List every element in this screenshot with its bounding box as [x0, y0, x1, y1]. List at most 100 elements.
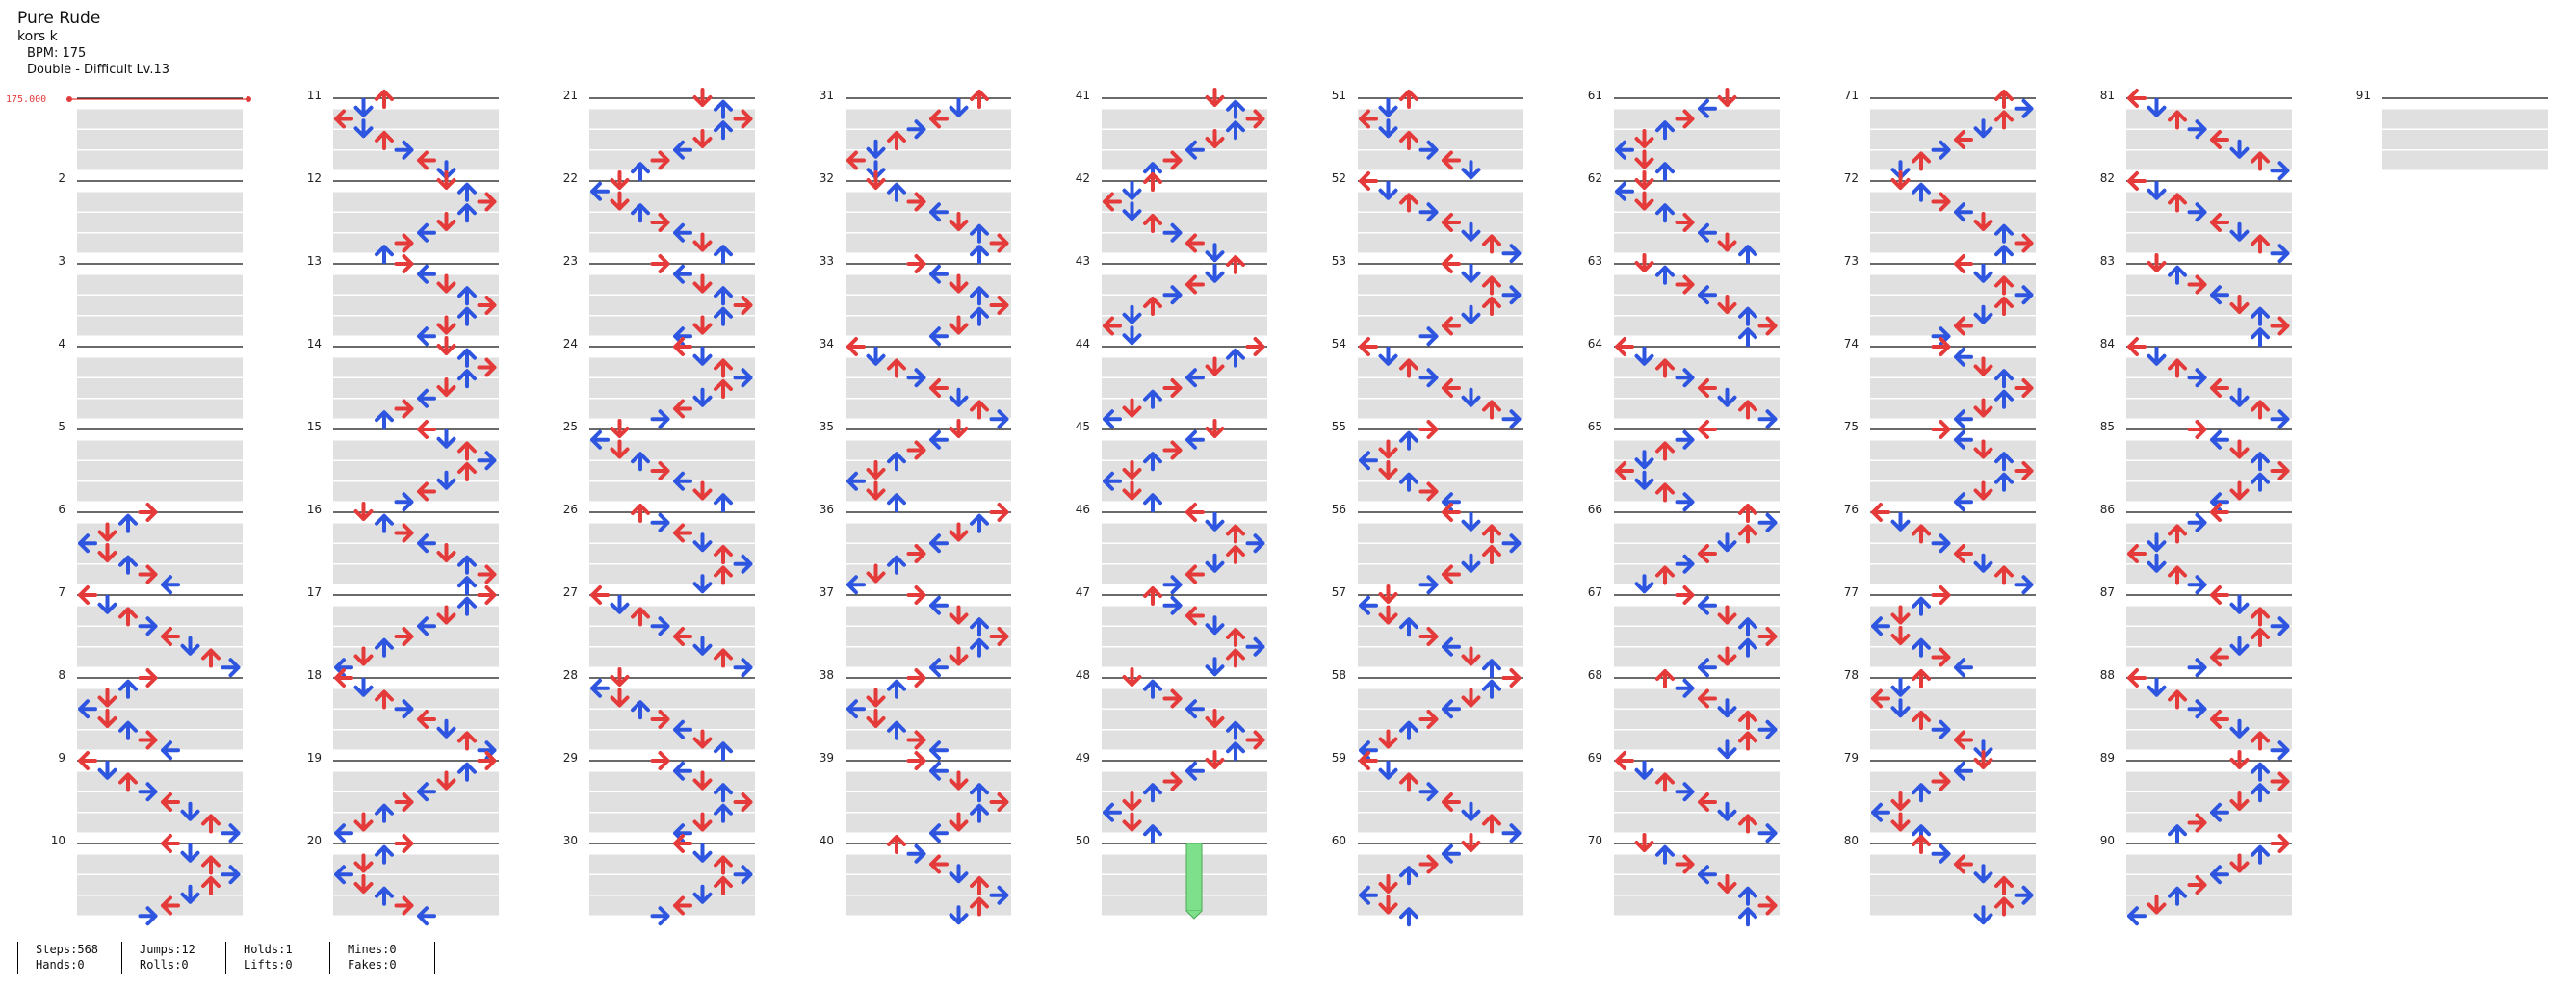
step-arrow: [1973, 356, 1993, 376]
arrow-shape: [1378, 439, 1398, 459]
arrow-shape: [417, 481, 436, 502]
beat-band: [333, 109, 499, 129]
beat-band: [846, 544, 1011, 563]
step-arrow: [1442, 316, 1461, 336]
step-arrow: [692, 884, 713, 904]
step-arrow: [866, 563, 886, 584]
step-arrow: [353, 646, 374, 666]
step-arrow: [118, 607, 138, 627]
arrow-shape: [1359, 595, 1378, 615]
step-arrow: [631, 504, 650, 523]
measure-number: 90: [2100, 834, 2115, 847]
step-arrow: [1973, 118, 1993, 139]
beat-band: [846, 130, 1011, 149]
arrow-shape: [949, 646, 969, 666]
arrow-shape: [1994, 90, 2014, 109]
arrow-shape: [1931, 843, 1951, 864]
step-arrow: [2147, 346, 2167, 366]
step-arrow: [1634, 470, 1654, 490]
arrow-shape: [1418, 368, 1439, 388]
holds-count: Holds:1: [244, 943, 293, 956]
beat-band: [333, 627, 499, 646]
step-arrow: [436, 770, 456, 791]
arrow-shape: [714, 245, 733, 265]
step-arrow: [929, 429, 949, 450]
arrow-shape: [949, 605, 969, 625]
step-arrow: [1226, 720, 1245, 740]
arrow-shape: [1482, 814, 1501, 834]
arrow-shape: [1757, 895, 1778, 916]
step-arrow: [887, 555, 906, 575]
arrow-shape: [949, 273, 969, 294]
step-arrow: [1162, 285, 1183, 305]
arrow-shape: [906, 751, 926, 770]
arrow-shape: [610, 594, 630, 614]
step-arrow: [2187, 274, 2207, 295]
arrow-shape: [1738, 814, 1757, 834]
step-arrow: [714, 855, 733, 875]
beat-band: [2126, 233, 2292, 253]
step-arrow: [866, 460, 886, 480]
arrow-shape: [2270, 244, 2290, 264]
step-arrow: [1245, 337, 1265, 356]
step-arrow: [970, 286, 989, 306]
arrow-shape: [1245, 533, 1265, 554]
arrow-shape: [2270, 834, 2290, 853]
measure-number: 44: [1076, 337, 1090, 350]
arrow-shape: [1675, 274, 1695, 295]
beat-band: [333, 213, 499, 232]
arrow-shape: [2229, 139, 2250, 159]
arrow-shape: [138, 616, 158, 636]
arrow-shape: [590, 678, 610, 698]
step-arrow: [650, 906, 670, 926]
measure-number: 51: [1332, 89, 1346, 102]
arrow-shape: [436, 315, 456, 335]
arrow-shape: [97, 543, 117, 562]
arrow-shape: [1634, 470, 1654, 490]
step-arrow: [1717, 532, 1737, 553]
arrow-shape: [887, 493, 906, 513]
step-arrow: [929, 595, 949, 615]
arrow-shape: [353, 853, 374, 873]
step-arrow: [1738, 400, 1757, 420]
measure-number: 48: [1076, 668, 1090, 682]
arrow-shape: [2210, 647, 2229, 667]
step-arrow: [1738, 524, 1757, 544]
measure-number: 77: [1844, 585, 1859, 599]
arrow-shape: [1122, 325, 1142, 346]
step-arrow: [2168, 358, 2187, 378]
beat-band: [77, 192, 243, 212]
step-arrow: [1418, 854, 1439, 874]
step-arrow: [2187, 699, 2207, 719]
step-arrow: [417, 388, 436, 408]
step-arrow: [970, 400, 989, 420]
beat-band: [589, 109, 755, 129]
step-arrow: [714, 803, 733, 823]
arrow-shape: [2251, 472, 2270, 492]
arrow-shape: [1931, 533, 1951, 554]
step-arrow: [2270, 771, 2290, 791]
arrow-shape: [1143, 297, 1162, 316]
step-arrow: [650, 751, 670, 770]
arrow-shape: [2251, 844, 2270, 865]
step-arrow: [970, 90, 989, 109]
measure-number: 38: [820, 668, 834, 682]
arrow-shape: [180, 801, 200, 821]
step-arrow: [97, 760, 117, 780]
step-arrow: [118, 513, 138, 533]
arrow-shape: [221, 823, 241, 843]
beat-band: [589, 150, 755, 170]
beat-band: [1102, 523, 1267, 543]
arrow-shape: [2147, 553, 2167, 573]
step-arrow: [970, 513, 989, 533]
arrow-shape: [457, 203, 477, 223]
step-arrow: [1205, 419, 1225, 438]
step-arrow: [2210, 585, 2229, 605]
step-arrow: [477, 564, 497, 584]
arrow-shape: [180, 636, 200, 656]
step-arrow: [1973, 398, 1993, 418]
step-arrow: [714, 545, 733, 564]
step-arrow: [906, 668, 926, 688]
beat-band: [77, 150, 243, 170]
step-arrow: [1973, 553, 1993, 573]
